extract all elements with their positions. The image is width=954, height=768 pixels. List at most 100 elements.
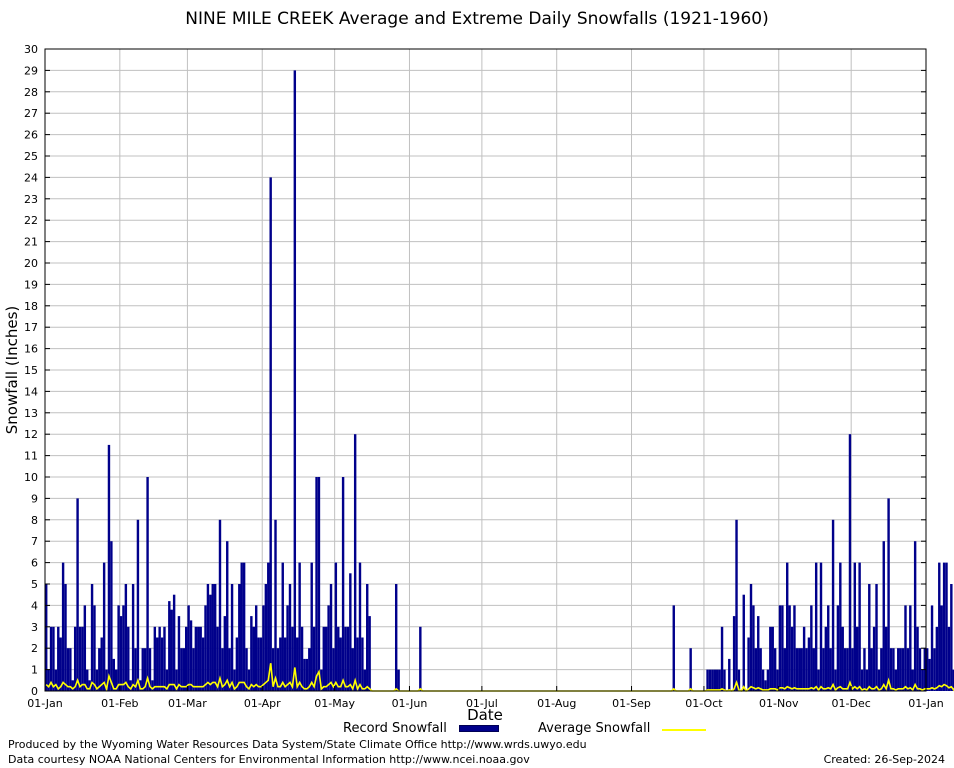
y-tick-label: 5 xyxy=(31,578,38,591)
record-snowfall-bar xyxy=(184,626,188,691)
record-snowfall-bar xyxy=(93,605,96,691)
record-snowfall-bar xyxy=(129,680,132,691)
record-snowfall-bar xyxy=(737,669,741,691)
y-tick-label: 22 xyxy=(24,214,38,227)
record-snowfall-bar xyxy=(802,626,806,691)
record-snowfall-bar xyxy=(771,626,774,691)
y-tick-label: 6 xyxy=(31,557,38,570)
record-snowfall-bar xyxy=(156,637,159,691)
record-snowfall-bar xyxy=(206,584,210,691)
footer-created-date: Created: 26-Sep-2024 xyxy=(823,753,945,766)
record-snowfall-bar xyxy=(199,626,202,691)
record-snowfall-bar xyxy=(69,648,72,691)
record-snowfall-bar xyxy=(814,562,818,691)
record-snowfall-bar xyxy=(839,562,842,691)
record-snowfall-bar xyxy=(764,680,767,691)
record-snowfall-bar xyxy=(334,562,338,691)
record-snowfall-bar xyxy=(672,605,675,691)
record-snowfall-bar xyxy=(127,626,130,691)
record-snowfall-bar xyxy=(894,669,898,691)
record-snowfall-bar xyxy=(812,648,815,691)
x-axis-label: Date xyxy=(467,706,503,720)
record-snowfall-bar xyxy=(233,669,236,691)
footer-producer-credit: Produced by the Wyoming Water Resources … xyxy=(8,738,587,751)
y-tick-label: 9 xyxy=(31,492,38,505)
record-snowfall-bar xyxy=(938,562,941,691)
record-snowfall-bar xyxy=(131,584,135,691)
y-tick-label: 15 xyxy=(24,364,38,377)
record-snowfall-bar xyxy=(848,434,852,691)
record-snowfall-bar xyxy=(276,648,280,691)
record-snowfall-bar xyxy=(790,626,794,691)
y-tick-label: 13 xyxy=(24,407,38,420)
record-snowfall-bar xyxy=(887,498,890,691)
record-snowfall-bar xyxy=(146,477,149,691)
record-snowfall-bar xyxy=(110,541,113,691)
record-snowfall-bar xyxy=(124,584,128,691)
record-snowfall-bar xyxy=(221,648,224,691)
record-snowfall-bar xyxy=(194,626,198,691)
record-snowfall-bar xyxy=(52,626,55,691)
record-snowfall-bar xyxy=(836,605,840,691)
x-tick-label: 01-Jan xyxy=(908,697,944,710)
record-snowfall-bar xyxy=(892,648,895,691)
record-snowfall-bar xyxy=(353,434,357,691)
record-snowfall-bar xyxy=(824,626,828,691)
record-snowfall-bar xyxy=(394,584,398,691)
x-tick-label: 01-Nov xyxy=(759,697,799,710)
record-snowfall-bar xyxy=(332,648,335,691)
record-snowfall-bar xyxy=(918,648,922,691)
record-snowfall-bar xyxy=(98,648,101,691)
record-snowfall-bar xyxy=(308,648,311,691)
record-snowfall-bar xyxy=(112,658,115,691)
x-tick-label: 01-Apr xyxy=(244,697,281,710)
y-tick-label: 28 xyxy=(24,86,38,99)
record-snowfall-bar xyxy=(64,584,67,691)
y-tick-label: 10 xyxy=(24,471,38,484)
record-snowfall-bar xyxy=(865,669,869,691)
record-snowfall-bar xyxy=(860,669,864,691)
record-snowfall-bar xyxy=(262,605,265,691)
record-snowfall-bar xyxy=(59,637,62,691)
record-snowfall-bar xyxy=(230,584,234,691)
record-snowfall-bar xyxy=(114,669,118,691)
record-snowfall-bar xyxy=(257,637,260,691)
record-snowfall-bar xyxy=(877,669,881,691)
record-snowfall-bar xyxy=(201,637,205,691)
record-snowfall-bar xyxy=(882,541,885,691)
y-tick-label: 14 xyxy=(24,385,38,398)
record-snowfall-bar xyxy=(267,562,270,691)
record-snowfall-bar xyxy=(228,648,231,691)
x-tick-label: 01-Jul xyxy=(466,697,498,710)
record-snowfall-bar xyxy=(235,637,239,691)
record-snowfall-bar xyxy=(95,669,99,691)
record-snowfall-bar xyxy=(759,648,762,691)
record-snowfall-bar xyxy=(242,562,246,691)
x-tick-label: 01-Jan xyxy=(27,697,63,710)
record-snowfall-bar xyxy=(831,519,835,691)
record-snowfall-bar xyxy=(141,648,144,691)
record-snowfall-bar xyxy=(303,658,306,691)
record-snowfall-bar xyxy=(134,648,137,691)
record-snowfall-bar xyxy=(61,562,65,691)
record-snowfall-bar xyxy=(933,648,936,691)
y-tick-label: 8 xyxy=(31,514,38,527)
record-snowfall-bar xyxy=(366,584,369,691)
record-snowfall-bar xyxy=(899,648,902,691)
record-snowfall-bar xyxy=(218,519,222,691)
record-snowfall-bar xyxy=(766,669,770,691)
record-snowfall-bar xyxy=(419,626,422,691)
record-snowfall-bar xyxy=(269,177,272,691)
record-snowfall-bar xyxy=(940,605,943,691)
record-snowfall-bar xyxy=(884,626,888,691)
record-snowfall-bar xyxy=(872,626,876,691)
y-tick-label: 7 xyxy=(31,535,38,548)
y-tick-label: 26 xyxy=(24,129,38,142)
record-snowfall-bar xyxy=(213,584,217,691)
record-snowfall-bar xyxy=(177,616,181,691)
record-snowfall-bar xyxy=(718,669,721,691)
record-snowfall-bar xyxy=(324,626,328,691)
record-snowfall-bar xyxy=(921,669,924,691)
record-snowfall-bar xyxy=(723,669,726,691)
y-tick-label: 21 xyxy=(24,236,38,249)
